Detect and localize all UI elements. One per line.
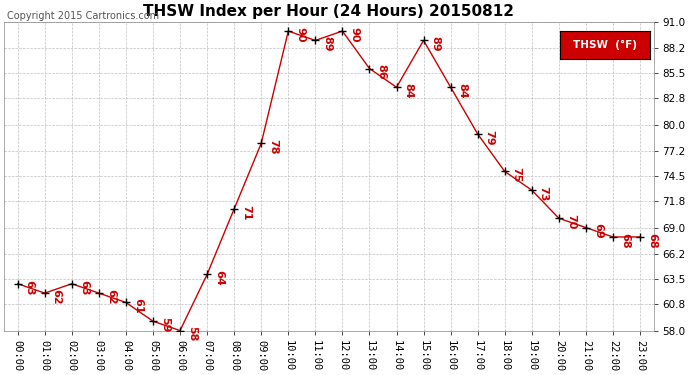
- Text: 89: 89: [322, 36, 333, 52]
- Text: 68: 68: [620, 233, 630, 248]
- Text: 84: 84: [457, 83, 468, 99]
- Text: THSW  (°F): THSW (°F): [573, 40, 638, 50]
- Text: 90: 90: [295, 27, 305, 42]
- Text: 58: 58: [187, 326, 197, 342]
- Text: 70: 70: [566, 214, 575, 230]
- Text: 86: 86: [376, 64, 386, 80]
- Text: 59: 59: [160, 317, 170, 333]
- Text: 79: 79: [484, 130, 495, 146]
- Text: 61: 61: [133, 298, 143, 314]
- Title: THSW Index per Hour (24 Hours) 20150812: THSW Index per Hour (24 Hours) 20150812: [144, 4, 514, 19]
- Text: 84: 84: [404, 83, 413, 99]
- Text: 75: 75: [512, 167, 522, 183]
- Text: 62: 62: [106, 289, 116, 304]
- Text: 64: 64: [214, 270, 224, 286]
- Text: 63: 63: [25, 280, 34, 295]
- Text: 73: 73: [539, 186, 549, 201]
- Text: 89: 89: [431, 36, 440, 52]
- Text: 90: 90: [349, 27, 359, 42]
- Text: Copyright 2015 Cartronics.com: Copyright 2015 Cartronics.com: [7, 11, 159, 21]
- Text: 68: 68: [647, 233, 657, 248]
- Text: 71: 71: [241, 205, 251, 220]
- Text: 78: 78: [268, 139, 278, 155]
- Text: 69: 69: [593, 224, 603, 239]
- Text: 63: 63: [79, 280, 89, 295]
- Text: 62: 62: [52, 289, 61, 304]
